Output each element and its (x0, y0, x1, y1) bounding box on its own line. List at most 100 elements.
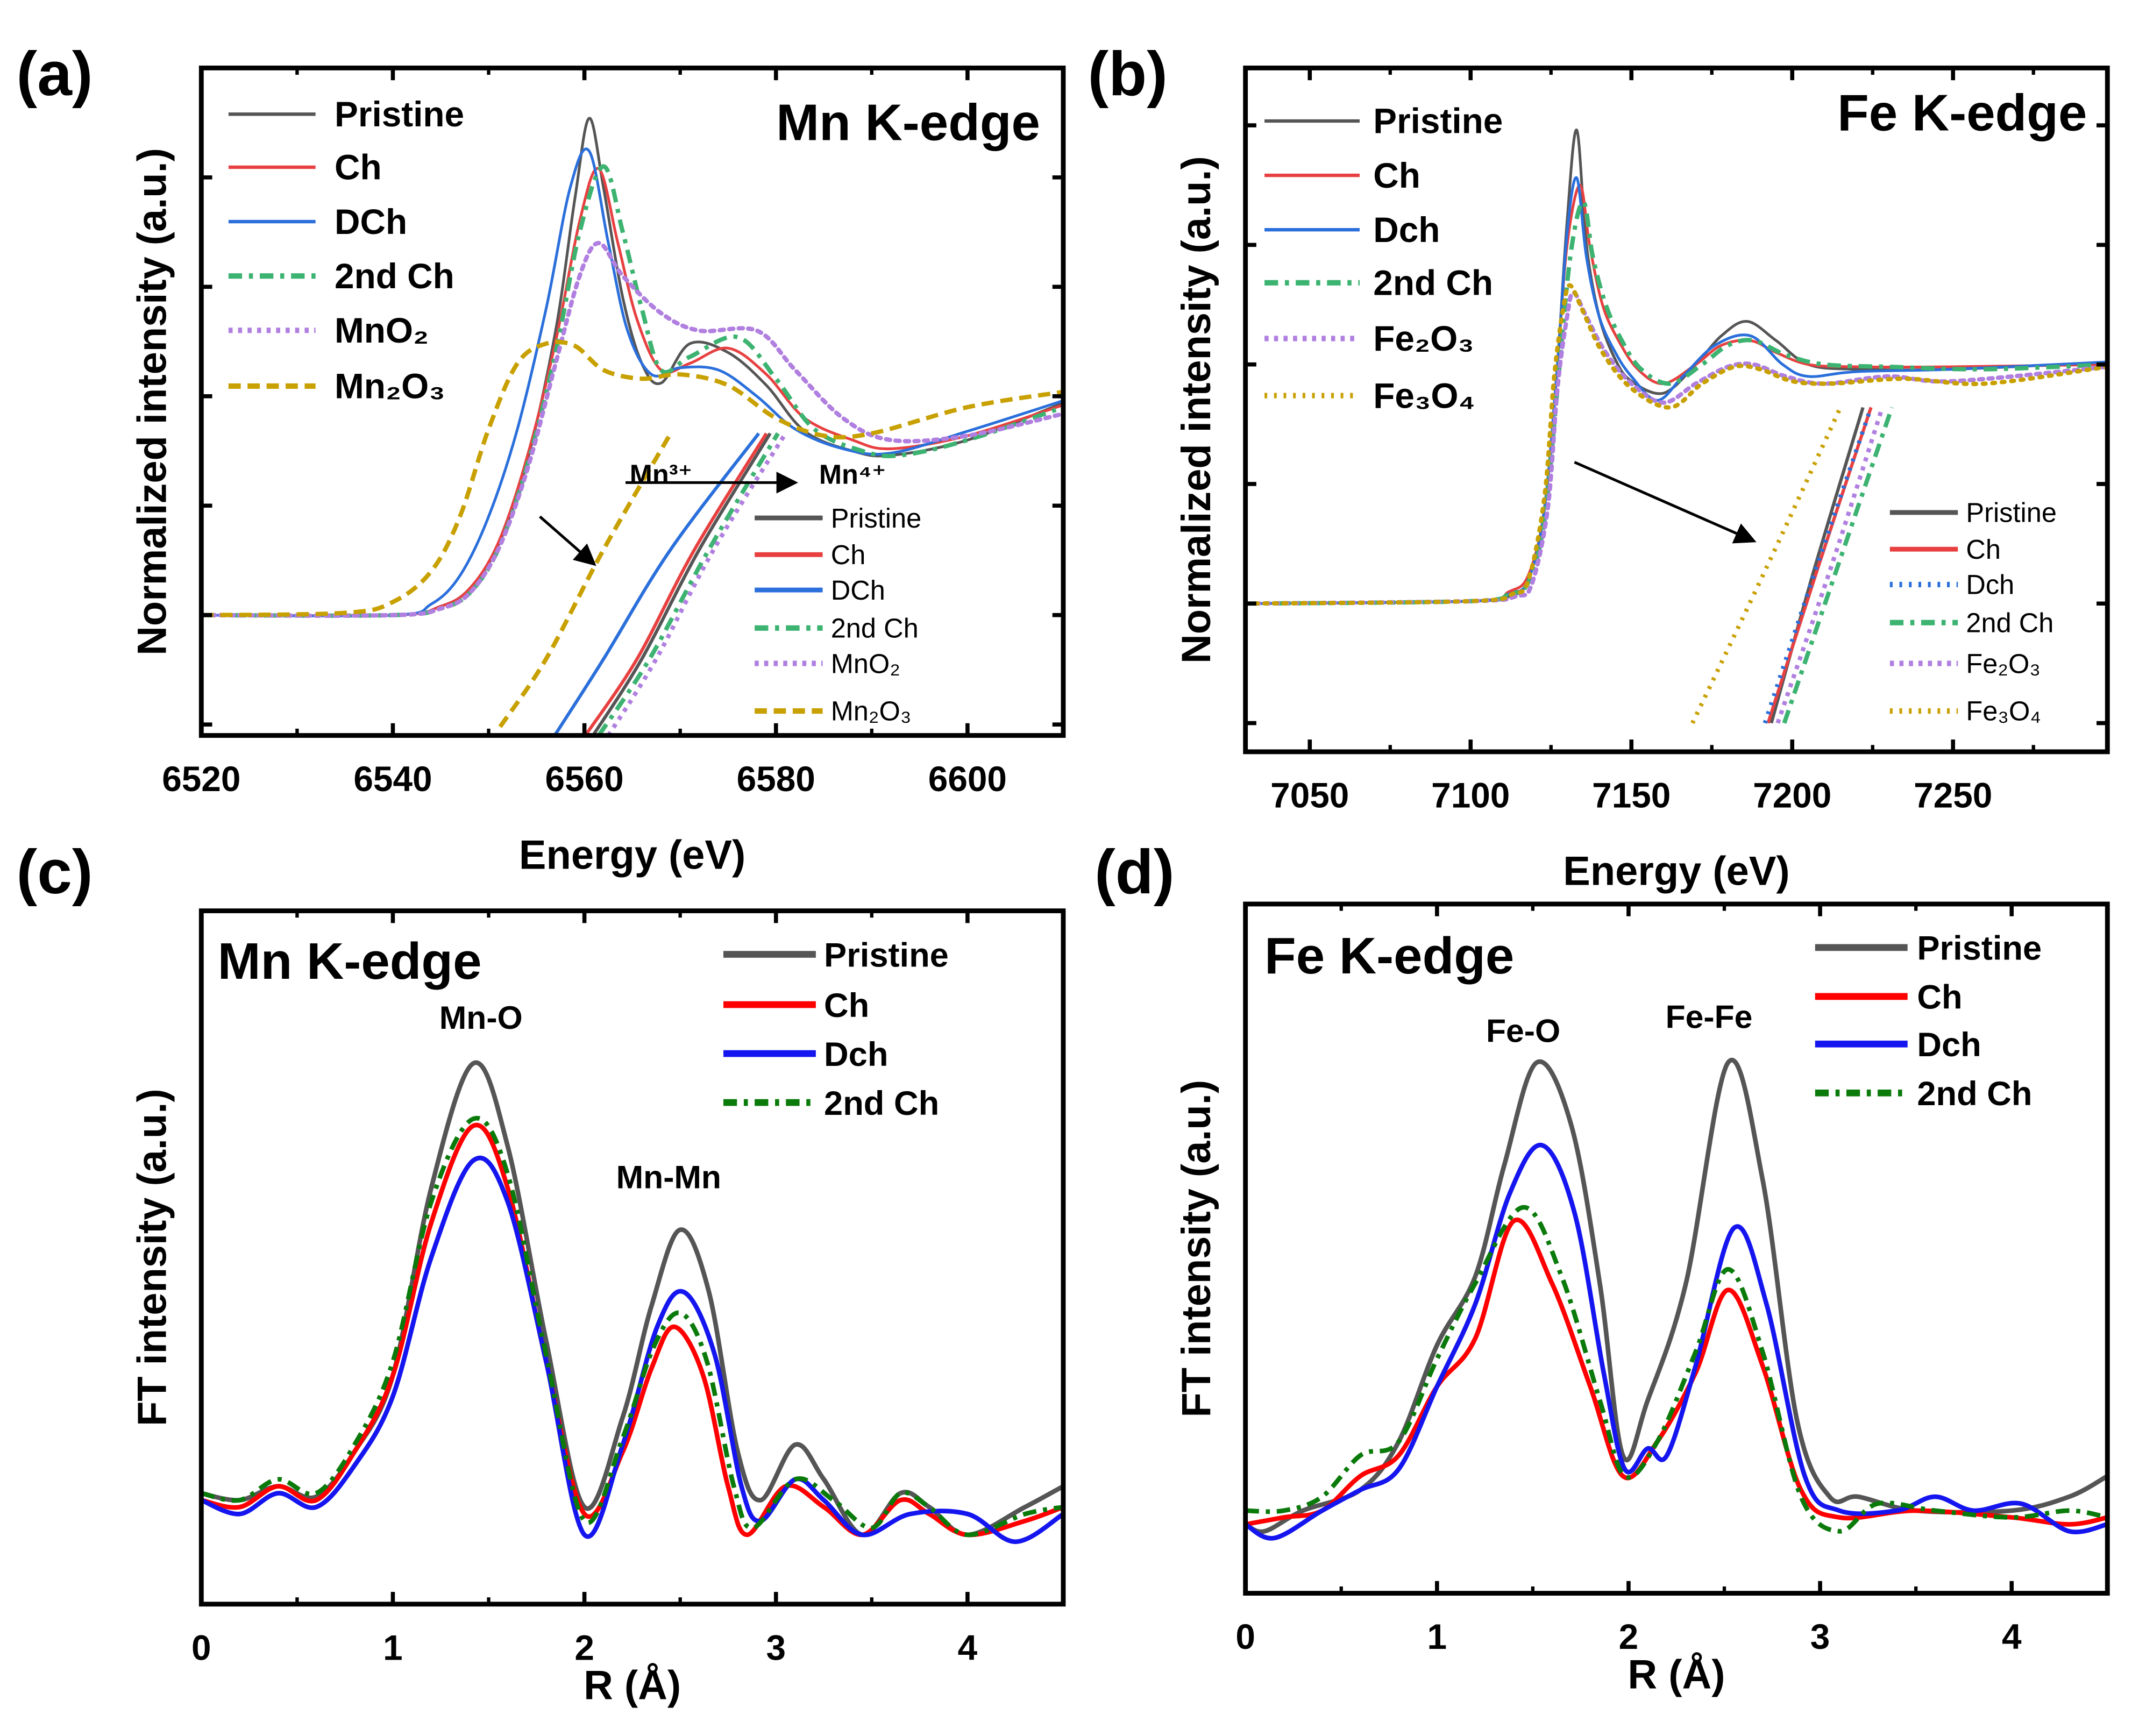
panel-b: (b) 7050 7100 7150 7200 7250 Energy (eV) Normal… (1088, 39, 2110, 894)
x-tick-label: 1 (1427, 1617, 1447, 1656)
legend-label: 2nd Ch (1917, 1075, 2032, 1113)
panel-c: (c) 0 1 2 3 4 R (Å) FT intensity (a.u.) Mn K-edg… (17, 837, 1066, 1709)
plot-area (1245, 129, 2108, 724)
arrow (1574, 461, 1757, 544)
panel-title: Mn K-edge (218, 933, 482, 990)
legend: Pristine Ch DCh 2nd Ch MnO₂ Mn₂O₃ (228, 95, 464, 406)
x-tick-label: 7250 (1914, 776, 1992, 815)
series-line-mn-o- (201, 339, 1063, 617)
x-tick-label: 4 (2002, 1617, 2022, 1656)
inset-legend-label: Ch (831, 539, 866, 570)
series-line-pristine (1245, 1057, 2108, 1534)
x-tick-label: 6580 (737, 759, 815, 799)
inset-legend-label: MnO₂ (831, 648, 900, 679)
x-tick-label: 6520 (162, 759, 240, 799)
inset-legend-label: Pristine (831, 503, 922, 533)
series-line-pristine (201, 117, 1063, 617)
plot-frame (1243, 901, 2110, 1596)
inset-series-line (498, 432, 673, 728)
inset-legend: Pristine Ch DCh 2nd Ch MnO₂ Mn₂O₃ (755, 503, 921, 727)
legend: Pristine Ch Dch 2nd Ch Fe₂O₃ Fe₃O₄ (1264, 102, 1503, 415)
legend-label: Ch (1373, 156, 1420, 195)
x-tick-label: 7150 (1592, 776, 1671, 815)
legend-label: Fe₂O₃ (1373, 319, 1474, 358)
annotation: Mn⁴⁺ (819, 459, 886, 490)
inset-legend-label: 2nd Ch (1966, 607, 2053, 638)
series-line-mno- (201, 240, 1063, 618)
inset-series-line (553, 432, 761, 736)
series-line-pristine (201, 1060, 1063, 1538)
panel-title: Mn K-edge (776, 94, 1040, 151)
panel-label: (d) (1095, 837, 1174, 907)
series-line-fe-o- (1245, 283, 2108, 606)
legend-label: 2nd Ch (335, 257, 454, 296)
x-tick-label: 0 (191, 1628, 211, 1667)
panel-label: (c) (17, 837, 93, 907)
legend-label: 2nd Ch (1373, 264, 1493, 303)
plot-frame (1243, 65, 2110, 755)
plot-area (201, 117, 1063, 736)
annotation: Mn³⁺ (630, 459, 693, 490)
x-tick-label: 7200 (1753, 776, 1831, 815)
inset-legend-label: Pristine (1966, 497, 2057, 528)
legend: Pristine Ch Dch 2nd Ch (723, 936, 949, 1122)
y-axis-label: Normalized intensity (a.u.) (1174, 156, 1219, 664)
legend-label: Ch (824, 987, 869, 1024)
annotation: Fe-O (1486, 1012, 1560, 1049)
x-tick-label: 6560 (545, 759, 623, 799)
panel-a: (a) 6520 6540 6560 6580 6600 Energy (eV) Normal… (17, 39, 1066, 878)
legend-label: 2nd Ch (824, 1085, 939, 1122)
y-axis-label: FT intensity (a.u.) (1174, 1080, 1219, 1418)
inset-series-line (592, 432, 772, 736)
legend: Pristine Ch Dch 2nd Ch (1815, 930, 2042, 1113)
panel-label: (a) (17, 39, 93, 109)
legend-label: MnO₂ (335, 311, 429, 350)
inset-legend-label: Mn₂O₃ (831, 696, 912, 727)
series-line-ch (201, 167, 1063, 617)
y-axis-label: Normalized intensity (a.u.) (130, 148, 175, 656)
x-tick-label: 1 (383, 1628, 403, 1667)
plot-area (201, 1060, 1063, 1545)
legend-label: Mn₂O₃ (335, 367, 445, 406)
inset-series-line (1690, 406, 1843, 724)
panel-d: (d) 0 1 2 3 4 R (Å) FT intensity (a.u.) Fe K-edg… (1095, 837, 2110, 1698)
x-tick-label: 7100 (1431, 776, 1510, 815)
series-line-dch (201, 1155, 1063, 1545)
series-line-dch (201, 147, 1063, 617)
inset-series-line (1763, 407, 1873, 724)
series-line-2nd-ch (201, 1115, 1063, 1538)
legend-label: DCh (335, 202, 407, 241)
x-tick-label: 6540 (353, 759, 432, 799)
x-tick-label: 3 (766, 1628, 786, 1667)
legend-label: Dch (1917, 1026, 1981, 1064)
plot-frame (198, 65, 1066, 738)
inset-legend-label: Fe₃O₄ (1966, 696, 2041, 727)
legend-label: Ch (335, 148, 382, 187)
inset-legend-label: Ch (1966, 534, 2001, 565)
x-tick-label: 7050 (1270, 776, 1349, 815)
inset-legend: Pristine Ch Dch 2nd Ch Fe₂O₃ Fe₃O₄ (1889, 497, 2057, 727)
annotation: Fe-Fe (1666, 999, 1753, 1035)
arrow (539, 515, 596, 566)
legend-label: Dch (824, 1036, 888, 1073)
x-tick-label: 2 (1619, 1617, 1639, 1656)
legend-label: Pristine (335, 95, 464, 134)
x-tick-label: 4 (958, 1628, 978, 1667)
x-tick-label: 6600 (928, 759, 1007, 799)
legend-label: Fe₃O₄ (1373, 376, 1475, 415)
inset-legend-label: 2nd Ch (831, 613, 919, 644)
x-axis-label: Energy (eV) (1563, 849, 1789, 894)
inset-legend-label: Fe₂O₃ (1966, 648, 2041, 679)
x-tick-label: 0 (1235, 1617, 1255, 1656)
legend-label: Pristine (824, 936, 949, 974)
legend-label: Dch (1373, 210, 1440, 250)
panel-title: Fe K-edge (1264, 927, 1514, 985)
series-line-2nd-ch (201, 164, 1063, 618)
x-axis-label: Energy (eV) (519, 832, 745, 878)
x-axis-label: R (Å) (1628, 1652, 1725, 1698)
x-tick-label: 2 (574, 1628, 594, 1667)
inset-series-line (1782, 407, 1894, 724)
x-axis-label: R (Å) (584, 1663, 681, 1709)
y-axis-label: FT intensity (a.u.) (130, 1088, 175, 1426)
